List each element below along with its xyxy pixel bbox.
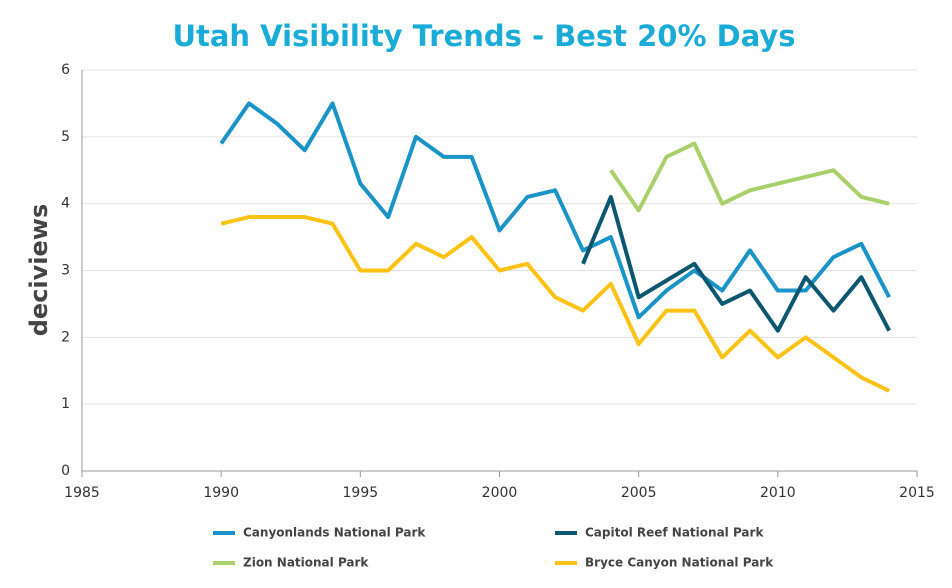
chart-title: Utah Visibility Trends - Best 20% Days: [172, 19, 795, 53]
x-tick-label: 1985: [64, 485, 100, 501]
series-line: [220, 215, 891, 393]
y-tick-label: 6: [61, 62, 70, 78]
x-tick-label: 1990: [203, 485, 239, 501]
y-tick-label: 2: [61, 329, 70, 345]
y-tick-label: 5: [61, 129, 70, 145]
legend-label: Capitol Reef National Park: [585, 526, 764, 540]
y-axis-title: deciviews: [25, 204, 53, 337]
x-tick-label: 2005: [621, 485, 657, 501]
legend-label: Zion National Park: [243, 556, 369, 570]
legend-label: Bryce Canyon National Park: [585, 556, 774, 570]
legend-label: Canyonlands National Park: [243, 526, 426, 540]
x-tick-label: 1995: [343, 485, 379, 501]
x-tick-label: 2000: [482, 485, 518, 501]
y-tick-label: 3: [61, 263, 70, 279]
y-tick-label: 0: [61, 463, 70, 479]
series-line: [581, 194, 891, 333]
y-tick-label: 4: [61, 196, 70, 212]
x-tick-label: 2015: [899, 485, 935, 501]
y-tick-label: 1: [61, 396, 70, 412]
x-tick-label: 2010: [760, 485, 796, 501]
series-line: [609, 141, 890, 213]
series-line: [219, 101, 891, 320]
